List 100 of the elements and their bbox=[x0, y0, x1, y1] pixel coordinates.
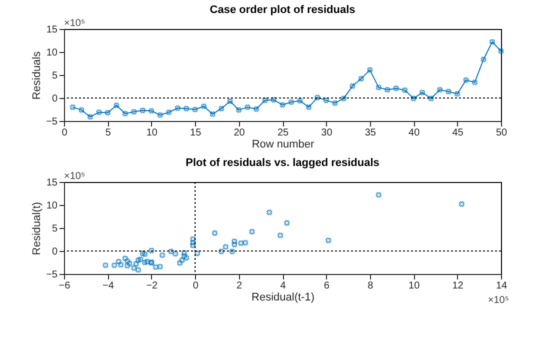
y-tick-label: 10 bbox=[46, 200, 58, 212]
x-tick-label: 40 bbox=[408, 128, 420, 138]
point bbox=[229, 248, 236, 254]
point bbox=[133, 261, 139, 267]
point bbox=[157, 264, 163, 270]
point bbox=[232, 242, 238, 248]
point bbox=[142, 260, 148, 266]
point bbox=[78, 107, 84, 113]
point bbox=[181, 250, 187, 256]
point bbox=[190, 236, 196, 242]
chart-title: Case order plot of residuals bbox=[210, 4, 356, 16]
point bbox=[190, 242, 196, 248]
point bbox=[126, 260, 132, 266]
point bbox=[210, 111, 216, 117]
point bbox=[446, 88, 452, 94]
x-tick-label: 0 bbox=[62, 128, 68, 138]
point bbox=[122, 256, 128, 262]
point bbox=[184, 106, 190, 112]
point bbox=[160, 252, 166, 258]
point bbox=[284, 220, 290, 226]
point bbox=[306, 104, 312, 110]
point bbox=[350, 83, 356, 89]
point bbox=[138, 256, 144, 262]
y-tick-label: 10 bbox=[46, 48, 58, 58]
x-tick-label: −6 bbox=[58, 280, 71, 292]
point bbox=[242, 240, 248, 246]
x-tick-label: −2 bbox=[146, 280, 158, 292]
point bbox=[323, 97, 330, 104]
point bbox=[118, 262, 124, 268]
point bbox=[218, 248, 224, 254]
x-axis-title: Residual(t-1) bbox=[252, 292, 314, 304]
x-tick-label: 15 bbox=[190, 128, 202, 138]
point bbox=[102, 262, 108, 268]
point bbox=[458, 201, 464, 207]
x-tick-label: 50 bbox=[496, 128, 508, 138]
x-tick-label: 8 bbox=[368, 280, 374, 292]
y-tick-label: 15 bbox=[46, 178, 58, 188]
point bbox=[428, 96, 434, 102]
y-tick-label: 5 bbox=[52, 70, 58, 82]
x-tick-label: 20 bbox=[234, 128, 246, 138]
point bbox=[498, 48, 504, 54]
y-tick-label: −5 bbox=[46, 270, 58, 280]
point bbox=[253, 106, 260, 112]
point bbox=[96, 109, 102, 116]
point bbox=[340, 96, 346, 102]
point bbox=[288, 99, 294, 105]
point bbox=[135, 257, 142, 264]
point bbox=[131, 108, 137, 115]
x-tick-label: 10 bbox=[408, 280, 420, 292]
x-tick-label: 35 bbox=[364, 128, 376, 138]
point bbox=[420, 90, 426, 96]
point bbox=[148, 248, 154, 254]
point bbox=[270, 97, 277, 103]
y-tick-label: 0 bbox=[52, 246, 58, 258]
x-tick-label: 30 bbox=[321, 128, 333, 138]
point bbox=[152, 264, 159, 270]
point bbox=[402, 87, 408, 93]
point bbox=[144, 258, 150, 264]
point bbox=[201, 103, 207, 110]
point bbox=[124, 262, 130, 269]
x-tick-label: 0 bbox=[192, 280, 199, 292]
point bbox=[190, 240, 196, 246]
point bbox=[463, 77, 469, 83]
point bbox=[135, 267, 142, 273]
x-tick-label: 4 bbox=[280, 280, 286, 292]
point bbox=[410, 96, 416, 102]
point bbox=[238, 240, 244, 246]
point bbox=[236, 107, 242, 113]
point bbox=[472, 80, 478, 86]
x-axis-title: Row number bbox=[252, 138, 315, 150]
point bbox=[70, 104, 76, 110]
point bbox=[212, 230, 218, 236]
point bbox=[142, 251, 148, 258]
point bbox=[184, 255, 190, 261]
point bbox=[277, 232, 284, 238]
x-tick-label: 25 bbox=[277, 128, 289, 138]
point bbox=[326, 238, 332, 244]
point bbox=[376, 84, 382, 90]
x-tick-label: 12 bbox=[452, 280, 464, 292]
x-tick-label: 6 bbox=[324, 280, 330, 292]
point bbox=[194, 250, 200, 256]
point bbox=[480, 56, 486, 62]
point bbox=[111, 262, 118, 268]
point bbox=[384, 86, 390, 93]
y-tick-label: 0 bbox=[52, 94, 58, 104]
point bbox=[358, 76, 364, 82]
point bbox=[454, 91, 460, 97]
point bbox=[367, 67, 373, 73]
point bbox=[131, 265, 137, 271]
point bbox=[140, 250, 146, 256]
point bbox=[174, 105, 180, 111]
point bbox=[124, 258, 130, 264]
point bbox=[222, 244, 229, 250]
x-tick-label: 45 bbox=[452, 128, 464, 138]
y-tick-label: 5 bbox=[52, 224, 58, 234]
point bbox=[437, 86, 443, 93]
y-tick-label: −5 bbox=[46, 116, 58, 128]
point bbox=[140, 108, 146, 114]
point bbox=[176, 260, 183, 266]
text: ×10⁵ bbox=[64, 18, 86, 29]
